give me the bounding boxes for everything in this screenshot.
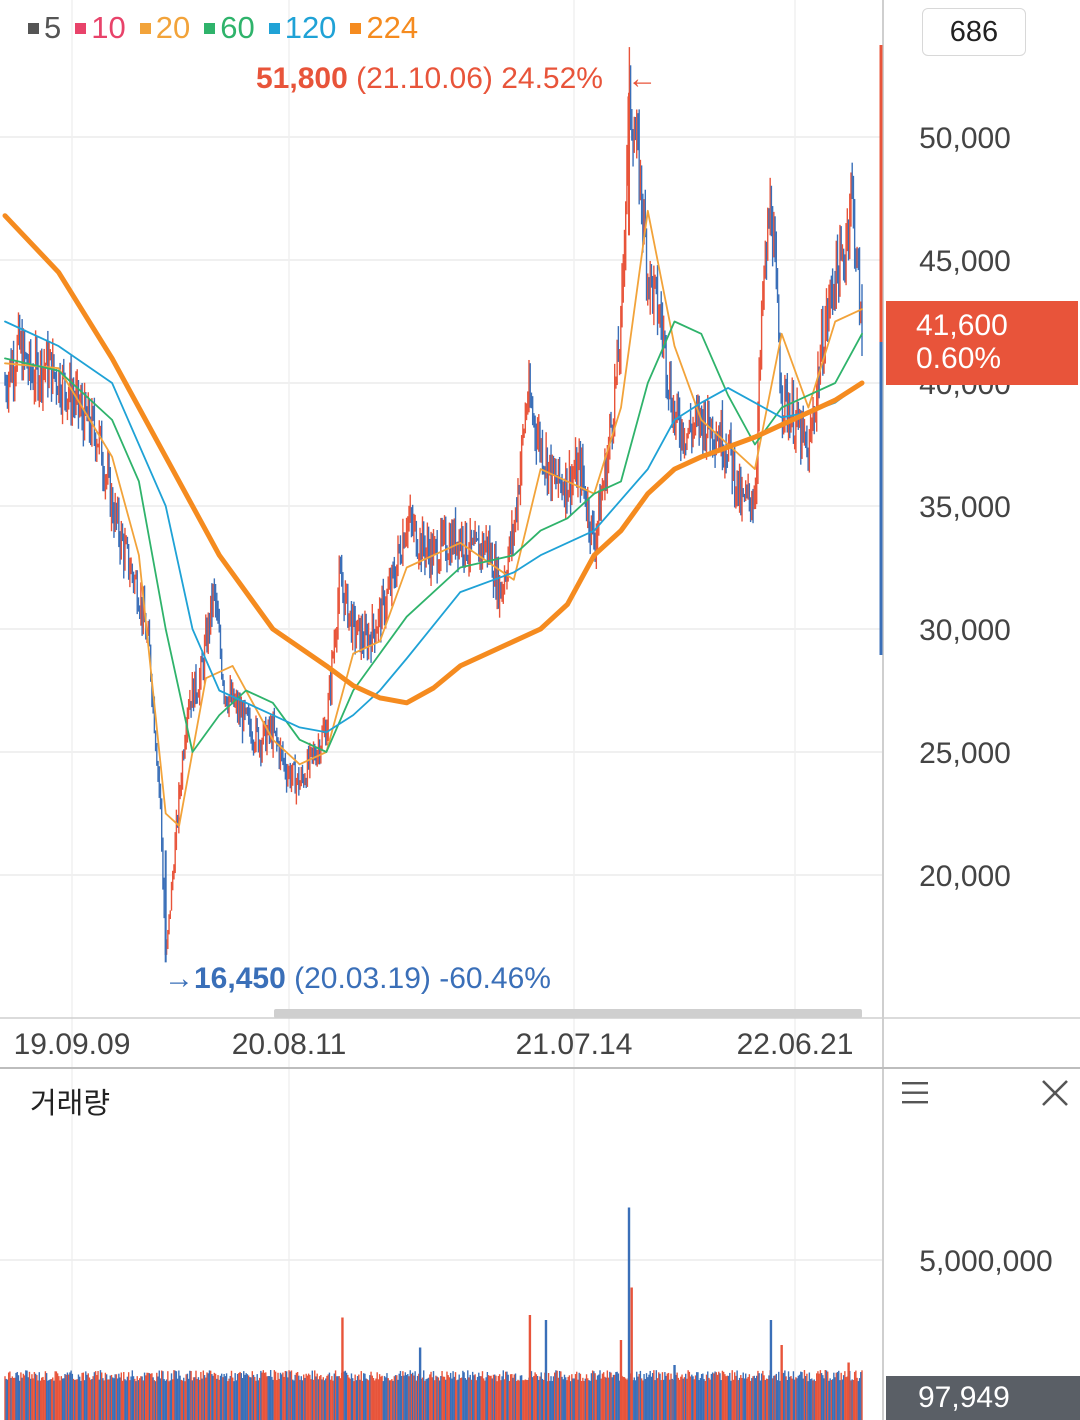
y-tick-label: 30,000 xyxy=(919,614,1011,647)
close-icon[interactable] xyxy=(1040,1078,1070,1108)
menu-icon[interactable] xyxy=(900,1080,930,1106)
vertical-grid xyxy=(71,0,796,1420)
legend-swatch xyxy=(28,22,39,34)
legend-swatch xyxy=(350,22,362,34)
ma-line-20 xyxy=(4,209,863,827)
current-volume-tag: 97,949 xyxy=(886,1376,1080,1420)
price-candles xyxy=(4,47,863,963)
high-annotation: 51,800 (21.10.06) 24.52% ← xyxy=(256,62,657,96)
legend-label: 10 xyxy=(91,10,126,45)
volume-axis-ticks: 5,000,000 xyxy=(919,1245,1052,1278)
legend-item-60[interactable]: 60 xyxy=(204,8,255,48)
y-tick-label: 20,000 xyxy=(919,860,1011,893)
low-annotation: →16,450 (20.03.19) -60.46% xyxy=(164,962,551,996)
x-axis-ticks: 19.09.09 20.08.11 21.07.14 22.06.21 xyxy=(14,1028,854,1061)
legend-label: 20 xyxy=(155,10,191,45)
count-box[interactable]: 686 xyxy=(922,8,1026,56)
legend-label: 120 xyxy=(284,10,337,45)
ma-line-120 xyxy=(4,320,863,734)
volume-title: 거래량 xyxy=(30,1088,111,1120)
current-change: 0.60% xyxy=(916,342,1002,375)
legend-item-224[interactable]: 224 xyxy=(350,8,418,48)
ma-line-224 xyxy=(2,213,865,706)
legend-swatch xyxy=(268,22,280,34)
ma-legend: 5 10 20 60 120 224 xyxy=(28,8,418,48)
high-detail: (21.10.06) 24.52% xyxy=(356,62,603,95)
legend-item-120[interactable]: 120 xyxy=(268,8,337,48)
high-price: 51,800 xyxy=(256,62,348,95)
scrollbar-thumb xyxy=(274,1009,862,1018)
y-tick-label: 25,000 xyxy=(919,737,1011,770)
legend-swatch xyxy=(139,22,151,34)
high-arrow-icon: ← xyxy=(627,62,658,95)
legend-swatch xyxy=(204,22,216,34)
ma-line-60 xyxy=(4,320,863,753)
x-tick-label: 19.09.09 xyxy=(14,1028,131,1061)
y-axis-ticks: 50,00045,00040,00035,00030,00025,00020,0… xyxy=(919,122,1011,893)
volume-tick-label: 5,000,000 xyxy=(919,1245,1052,1278)
x-tick-label: 21.07.14 xyxy=(516,1028,633,1061)
current-price: 41,600 xyxy=(916,309,1008,342)
x-tick-label: 22.06.21 xyxy=(737,1028,854,1061)
low-arrow-icon: → xyxy=(164,962,194,995)
volume-bars xyxy=(0,1207,883,1420)
current-price-tag: 41,600 0.60% xyxy=(886,301,1078,385)
low-detail: (20.03.19) -60.46% xyxy=(294,962,551,995)
legend-label: 224 xyxy=(366,10,419,45)
y-tick-label: 50,000 xyxy=(919,122,1011,155)
low-price: 16,450 xyxy=(194,962,286,995)
x-tick-label: 20.08.11 xyxy=(232,1028,347,1061)
legend-item-20[interactable]: 20 xyxy=(139,8,191,48)
y-tick-label: 45,000 xyxy=(919,245,1011,278)
legend-item-10[interactable]: 10 xyxy=(75,8,126,48)
count-label: 686 xyxy=(949,15,999,48)
legend-swatch xyxy=(75,22,87,34)
current-volume: 97,949 xyxy=(918,1381,1010,1414)
moving-averages xyxy=(2,209,865,827)
y-tick-label: 35,000 xyxy=(919,491,1011,524)
legend-label: 60 xyxy=(220,10,255,45)
legend-label: 5 xyxy=(44,10,62,45)
legend-item-5[interactable]: 5 xyxy=(28,8,61,48)
